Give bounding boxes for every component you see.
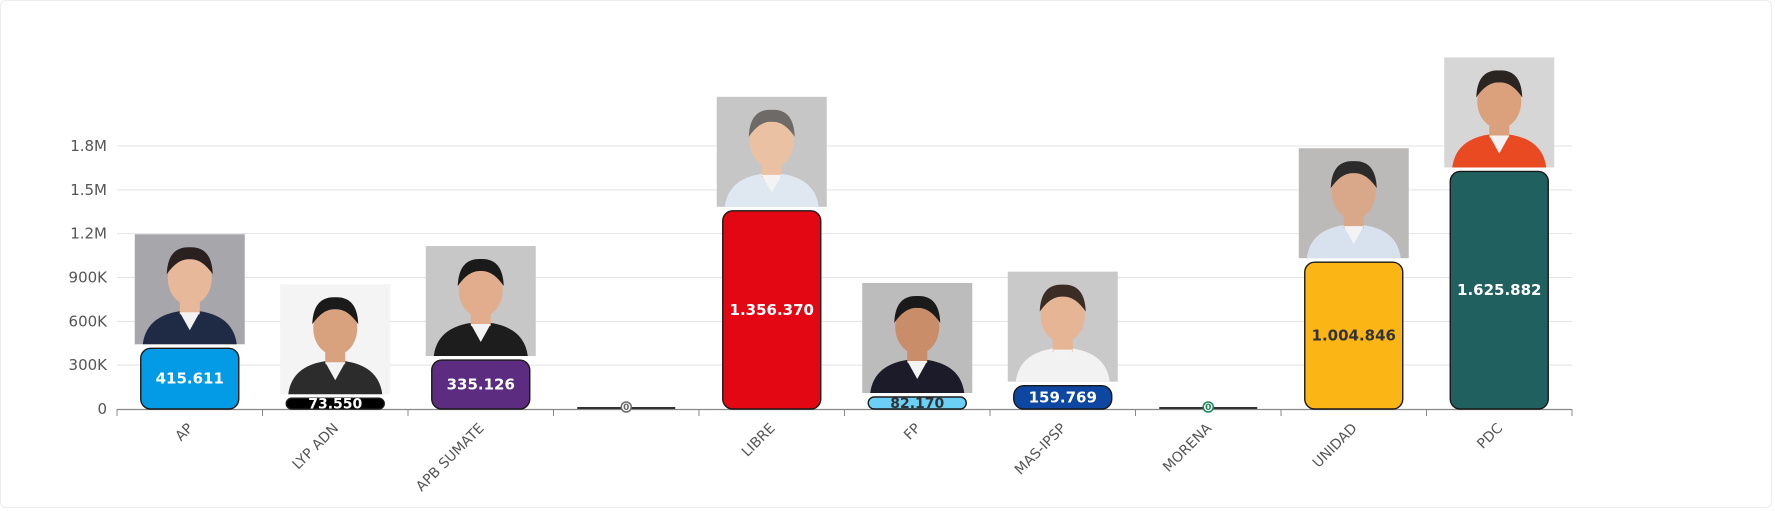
photo-head [1331, 165, 1376, 220]
bar-mas-ipsp[interactable] [1013, 384, 1113, 410]
photo-head [895, 299, 940, 354]
bar-ap[interactable] [140, 347, 240, 410]
photo-hair [312, 297, 359, 325]
photo-hair [1476, 70, 1523, 98]
bar-value-label: 0 [1205, 403, 1211, 413]
category-label: MORENA [1160, 420, 1215, 475]
photo-head [1477, 74, 1522, 129]
bar-value-label: 335.126 [447, 376, 515, 394]
photo-collar [1343, 226, 1364, 245]
photo-collar [907, 360, 928, 379]
bar-value-label: 1.004.846 [1312, 327, 1396, 345]
candidate-photo-pdc [1444, 57, 1555, 168]
candidate-photo-ap [134, 234, 245, 345]
category-label: LYP ADN [290, 421, 342, 473]
category-label: PDC [1474, 420, 1506, 452]
bar-apb-sumate[interactable] [431, 359, 531, 410]
bar-fp[interactable] [867, 396, 967, 410]
photo-head [167, 251, 212, 306]
x-axis: AP LYP ADN APB SUMATE LIBRE FP MAS-IPSP MORENA… [116, 408, 1573, 495]
category-label: MAS-IPSP [1012, 421, 1070, 479]
bar-value-label: 159.769 [1029, 388, 1097, 406]
bar-value-label: 82.170 [890, 396, 944, 412]
bar-libre[interactable] [722, 210, 822, 410]
photo-collar [761, 174, 782, 193]
candidate-photo-mas-ipsp [1007, 271, 1118, 382]
bars: 415.611 73.550 335.126 0 1.356.370 82.170 159.… [140, 170, 1549, 413]
candidate-photo-unidad [1298, 148, 1409, 259]
bar-value-label: 73.550 [308, 397, 362, 413]
photo-hair [748, 109, 795, 137]
y-tick-label: 300K [69, 356, 109, 374]
photo-collar [1052, 349, 1073, 368]
photo-hair [457, 258, 504, 287]
category-label: AP [173, 421, 197, 445]
zero-marker [1202, 401, 1214, 413]
bar-value-label: 1.356.370 [730, 301, 814, 319]
category-label: FP [901, 421, 924, 444]
photo-hair [1330, 161, 1377, 189]
photo-head [458, 263, 503, 318]
candidate-photo-apb-sumate [425, 246, 536, 357]
zero-marker [620, 401, 632, 413]
bar-value-label: 0 [623, 403, 629, 413]
photo-head [313, 301, 358, 356]
bar-lyp-adn[interactable] [285, 397, 385, 410]
y-tick-label: 1.5M [70, 181, 107, 199]
y-tick-label: 900K [69, 269, 109, 287]
photo-hair [1039, 284, 1086, 312]
photo-collar [179, 312, 200, 331]
photo-hair [894, 295, 941, 323]
candidate-photos [134, 57, 1555, 395]
photo-collar [1489, 135, 1510, 154]
y-tick-label: 1.2M [70, 225, 107, 243]
category-label: UNIDAD [1310, 421, 1361, 472]
y-tick-label: 1.8M [70, 137, 107, 155]
photo-head [749, 113, 794, 168]
candidate-photo-lyp-adn [280, 284, 391, 395]
photo-collar [325, 362, 346, 381]
y-axis: 0 300K 600K 900K 1.2M 1.5M 1.8M [69, 137, 109, 418]
bar-value-label: 1.625.882 [1457, 281, 1541, 299]
category-label: LIBRE [739, 421, 779, 461]
y-tick-label: 0 [97, 400, 107, 418]
bar-value-label: 415.611 [156, 370, 224, 388]
category-label: APB SUMATE [413, 421, 487, 495]
candidate-photo-fp [862, 282, 973, 393]
candidate-photo-libre [716, 96, 827, 207]
bar-pdc[interactable] [1449, 170, 1549, 410]
photo-collar [470, 324, 491, 343]
photo-head [1040, 288, 1085, 343]
photo-hair [166, 247, 213, 275]
bar-unidad[interactable] [1304, 261, 1404, 410]
y-tick-label: 600K [69, 312, 109, 330]
